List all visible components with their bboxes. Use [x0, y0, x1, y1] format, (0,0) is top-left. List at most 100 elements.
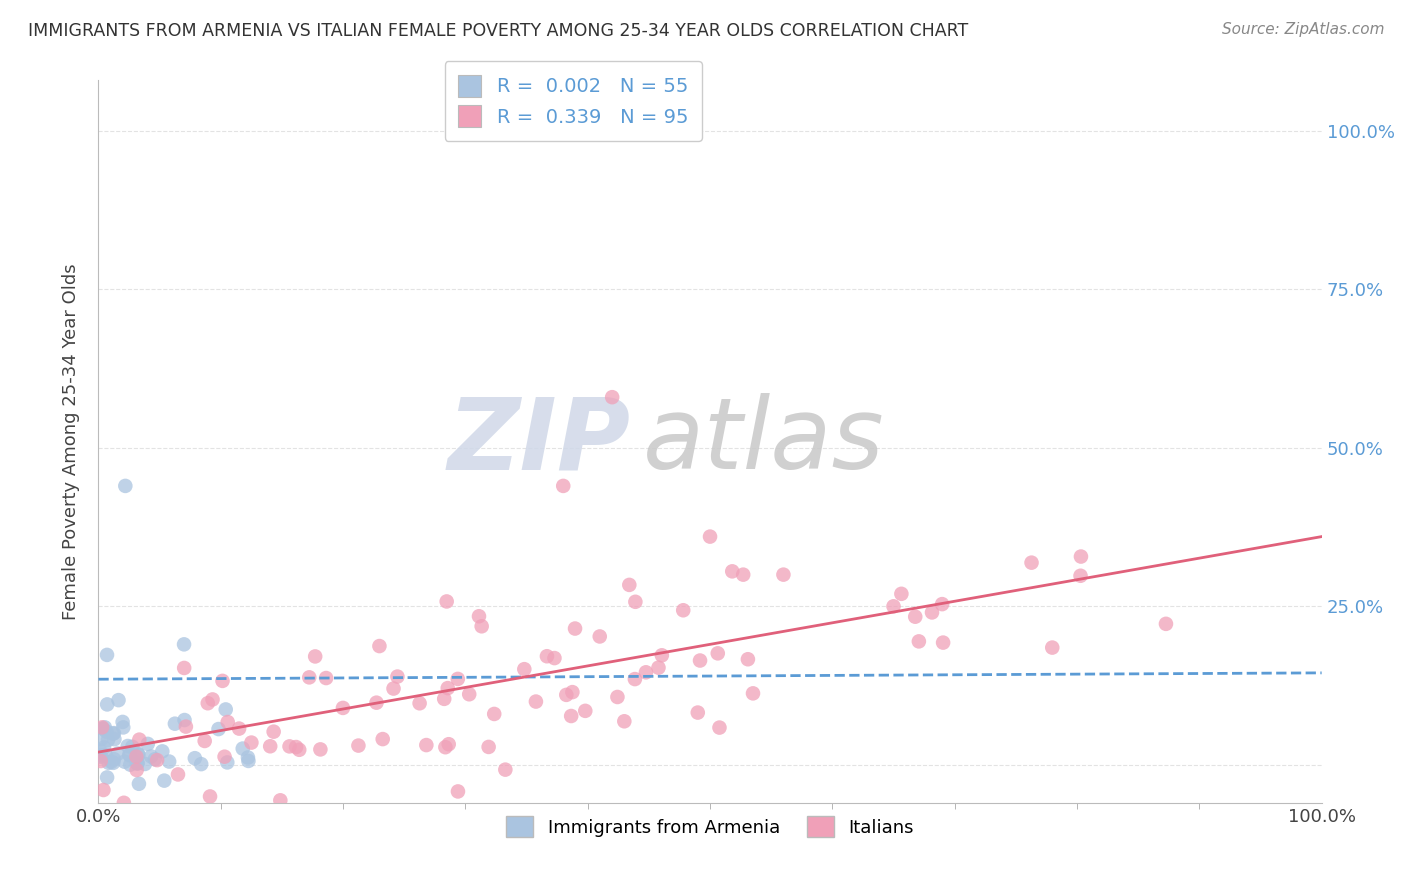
Point [589, 630, 612, 644]
Point [125, 749, 148, 764]
Point [561, 685, 583, 699]
Point [619, 578, 641, 592]
Point [103, 726, 125, 740]
Point [125, 756, 148, 771]
Point [368, 639, 391, 653]
Point [139, 749, 162, 764]
Point [772, 567, 794, 582]
Point [1154, 616, 1177, 631]
Point [236, 750, 259, 764]
Point [107, 747, 129, 761]
Point [101, 726, 124, 740]
Point [560, 709, 582, 723]
Point [634, 665, 657, 680]
Point [120, 757, 142, 772]
Point [121, 739, 143, 754]
Point [125, 763, 148, 777]
Point [699, 530, 721, 544]
Point [387, 669, 409, 683]
Point [128, 732, 150, 747]
Point [433, 691, 456, 706]
Point [921, 606, 943, 620]
Point [90, 749, 112, 764]
Point [298, 670, 321, 684]
Point [513, 662, 536, 676]
Point [118, 748, 141, 763]
Point [1040, 640, 1063, 655]
Point [190, 757, 212, 772]
Point [468, 609, 491, 624]
Point [91, 722, 114, 736]
Point [184, 751, 207, 765]
Point [278, 739, 301, 754]
Point [215, 702, 238, 716]
Point [112, 720, 135, 734]
Point [315, 671, 337, 685]
Point [103, 732, 125, 747]
Point [90, 754, 112, 768]
Point [89, 744, 111, 758]
Y-axis label: Female Poverty Among 25-34 Year Olds: Female Poverty Among 25-34 Year Olds [62, 263, 80, 620]
Point [263, 724, 285, 739]
Point [146, 753, 169, 767]
Point [103, 756, 125, 770]
Point [217, 756, 239, 770]
Point [304, 649, 326, 664]
Point [96, 698, 118, 712]
Point [114, 479, 136, 493]
Point [259, 739, 281, 754]
Point [553, 479, 575, 493]
Point [173, 713, 195, 727]
Point [707, 646, 730, 660]
Point [555, 688, 578, 702]
Point [238, 754, 260, 768]
Point [1021, 556, 1043, 570]
Point [167, 767, 190, 781]
Point [890, 587, 912, 601]
Point [904, 609, 927, 624]
Point [883, 599, 905, 614]
Text: Source: ZipAtlas.com: Source: ZipAtlas.com [1222, 22, 1385, 37]
Point [689, 653, 711, 667]
Point [447, 784, 470, 798]
Point [651, 648, 673, 663]
Point [478, 739, 501, 754]
Point [127, 756, 149, 771]
Point [127, 756, 149, 770]
Point [207, 722, 229, 736]
Legend: Immigrants from Armenia, Italians: Immigrants from Armenia, Italians [499, 809, 921, 845]
Point [436, 594, 458, 608]
Point [574, 704, 596, 718]
Point [600, 390, 623, 404]
Text: IMMIGRANTS FROM ARMENIA VS ITALIAN FEMALE POVERTY AMONG 25-34 YEAR OLDS CORRELAT: IMMIGRANTS FROM ARMENIA VS ITALIAN FEMAL… [28, 22, 969, 40]
Point [91, 720, 114, 734]
Point [197, 696, 219, 710]
Point [672, 603, 695, 617]
Point [93, 783, 115, 797]
Point [232, 741, 254, 756]
Point [721, 565, 744, 579]
Point [543, 651, 565, 665]
Point [624, 595, 647, 609]
Point [434, 740, 457, 755]
Point [447, 672, 470, 686]
Point [494, 763, 516, 777]
Point [94, 747, 117, 762]
Point [437, 737, 460, 751]
Text: ZIP: ZIP [447, 393, 630, 490]
Point [201, 692, 224, 706]
Point [153, 773, 176, 788]
Point [415, 738, 437, 752]
Point [103, 752, 125, 766]
Point [114, 755, 136, 769]
Point [564, 622, 586, 636]
Point [96, 771, 118, 785]
Point [128, 777, 150, 791]
Point [150, 744, 173, 758]
Point [309, 742, 332, 756]
Point [127, 747, 149, 762]
Point [214, 749, 236, 764]
Point [733, 567, 755, 582]
Point [536, 649, 558, 664]
Point [484, 706, 506, 721]
